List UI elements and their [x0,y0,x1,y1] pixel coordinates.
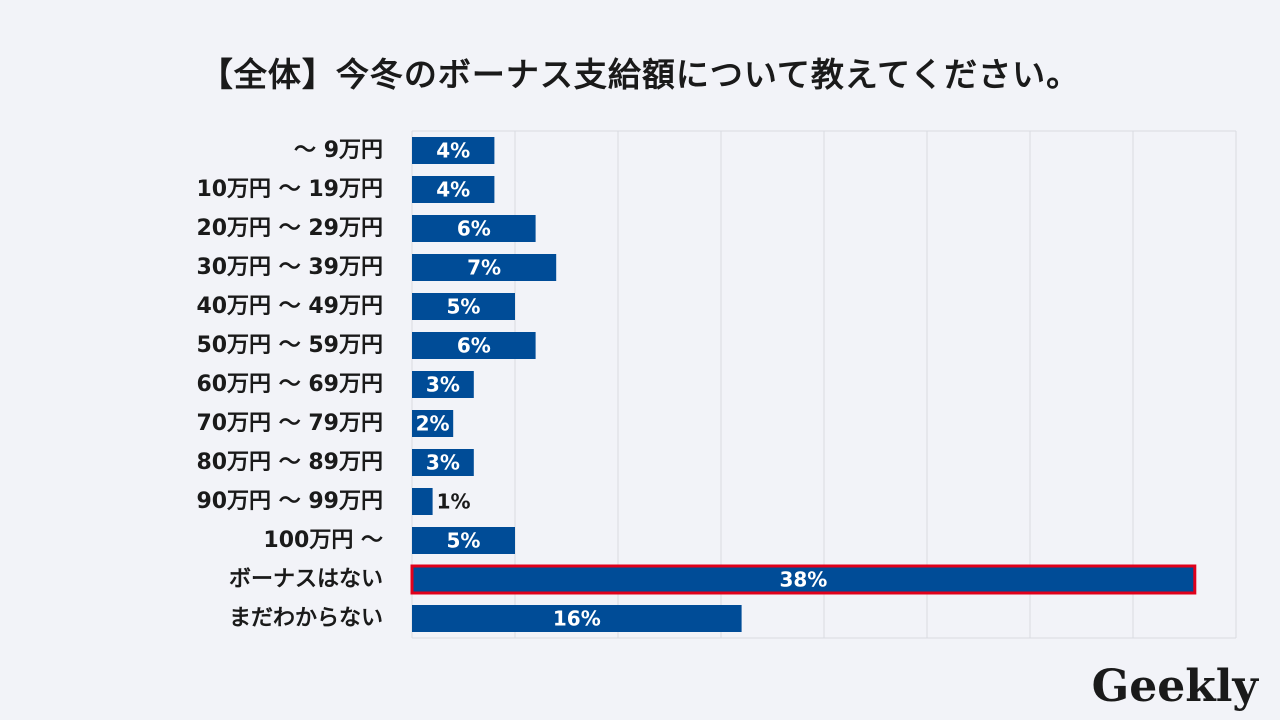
bar [412,176,495,203]
bar [412,527,515,554]
category-label: まだわからない [229,606,383,631]
highlight-border [410,564,1197,595]
category-label: 40万円 ～ 49万円 [196,294,383,319]
grid-lines [411,130,1237,639]
category-label: 50万円 ～ 59万円 [196,333,383,358]
value-label: 6% [457,217,491,241]
category-label: ～ 9万円 [294,138,383,163]
value-label: 3% [426,451,460,475]
value-label: 4% [436,139,470,163]
value-label: 6% [457,334,491,358]
geekly-logo: Geekly [1091,661,1258,712]
bar [412,254,557,281]
bar [412,137,495,164]
bar [412,410,454,437]
bar [412,566,1195,593]
category-label: 80万円 ～ 89万円 [196,450,383,475]
category-labels: ～ 9万円 10万円 ～ 19万円 20万円 ～ 29万円 30万円 ～ 39万円 40… [196,138,383,631]
bar [412,449,474,476]
value-label: 4% [436,178,470,202]
category-label: 30万円 ～ 39万円 [196,255,383,280]
bar [412,215,536,242]
bar [412,293,515,320]
category-label: 20万円 ～ 29万円 [196,216,383,241]
chart-title: 【全体】今冬のボーナス支給額について教えてください。 [199,55,1081,94]
value-label: 3% [426,373,460,397]
value-label: 2% [416,412,450,436]
bar [412,371,474,398]
value-label: 5% [447,529,481,553]
value-label: 16% [553,607,601,631]
bars [410,137,1197,632]
category-label: 60万円 ～ 69万円 [196,372,383,397]
category-label: 70万円 ～ 79万円 [196,411,383,436]
value-labels: 4% 4% 6% 7% 5% 6% 3% 2% 3% 1% 5% 38% 16% [416,139,828,631]
value-label: 7% [467,256,501,280]
category-label: ボーナスはない [229,567,383,592]
value-label: 38% [779,568,827,592]
category-label: 10万円 ～ 19万円 [196,177,383,202]
value-label: 1% [437,490,471,514]
value-label: 5% [447,295,481,319]
category-label: 100万円 ～ [263,528,383,553]
bar [412,332,536,359]
bar [412,605,742,632]
category-label: 90万円 ～ 99万円 [196,489,383,514]
bar [412,488,433,515]
